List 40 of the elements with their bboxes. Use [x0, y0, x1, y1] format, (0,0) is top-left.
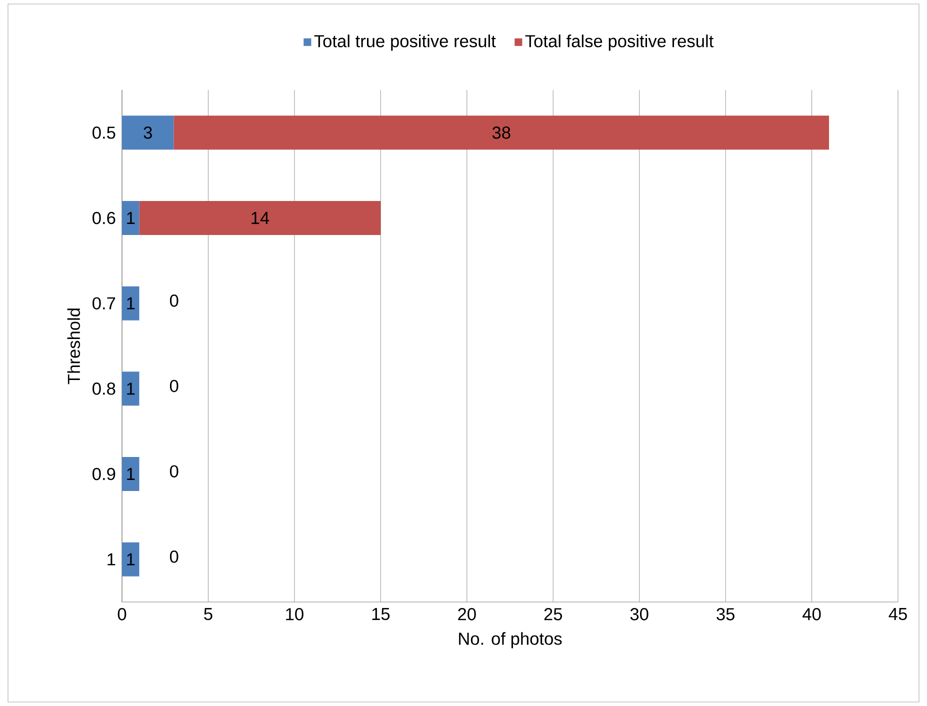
data-label: 0	[170, 294, 178, 307]
legend-label: Total false positive result	[525, 34, 714, 51]
data-label: 0	[170, 550, 178, 563]
data-label: 1	[127, 212, 135, 224]
bar	[122, 372, 140, 406]
y-axis-title: Threshold	[67, 308, 80, 384]
y-tick-label: 0.5	[92, 126, 116, 139]
data-label: 3	[144, 126, 152, 139]
y-tick-label: 0.8	[92, 382, 116, 395]
x-tick-label: 5	[204, 608, 212, 620]
bar	[139, 200, 381, 235]
data-label: 1	[127, 382, 135, 395]
y-tick-label: 0.9	[92, 468, 116, 480]
data-label: 0	[170, 465, 178, 478]
data-label: 0	[170, 380, 178, 392]
legend-label: Total true positive result	[314, 34, 496, 51]
x-axis-title: No. of photos	[459, 632, 562, 648]
data-label: 38	[492, 126, 510, 139]
bar	[174, 116, 830, 150]
y-tick-label: 0.6	[92, 212, 116, 224]
x-tick-label: 0	[118, 608, 126, 620]
x-tick-label: 45	[888, 608, 907, 620]
data-label: 1	[127, 468, 135, 480]
bar	[122, 457, 140, 492]
bar	[122, 542, 140, 576]
x-tick-label: 30	[630, 608, 648, 620]
x-tick-label: 15	[372, 608, 390, 620]
data-label: 1	[127, 297, 135, 310]
bar	[122, 116, 174, 150]
data-label: 1	[127, 553, 135, 566]
bar	[122, 286, 140, 320]
x-tick-label: 10	[286, 608, 304, 620]
y-tick-label: 0.7	[92, 297, 116, 310]
data-label: 14	[252, 212, 270, 224]
x-tick-label: 40	[802, 608, 821, 620]
bar	[122, 200, 140, 235]
x-tick-label: 35	[716, 608, 734, 620]
y-tick-label: 1	[108, 553, 116, 566]
x-tick-label: 20	[458, 608, 476, 620]
x-tick-label: 25	[544, 608, 562, 620]
